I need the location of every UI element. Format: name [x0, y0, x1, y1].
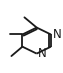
- Text: N: N: [53, 28, 61, 41]
- Text: N: N: [38, 47, 47, 60]
